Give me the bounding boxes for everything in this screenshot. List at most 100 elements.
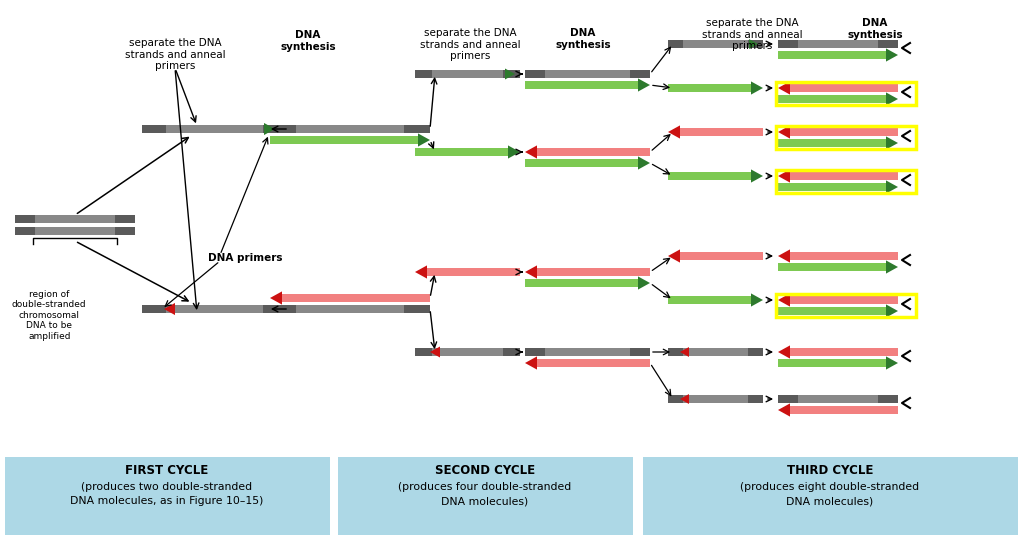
Bar bbox=[779, 95, 886, 103]
Bar bbox=[545, 70, 630, 78]
Bar bbox=[790, 128, 898, 136]
Bar bbox=[668, 296, 751, 304]
Bar bbox=[798, 395, 878, 403]
Bar bbox=[878, 395, 898, 403]
Bar bbox=[779, 395, 798, 403]
Polygon shape bbox=[418, 133, 430, 146]
Bar bbox=[525, 81, 638, 89]
Text: DNA
synthesis: DNA synthesis bbox=[555, 28, 611, 49]
Bar bbox=[404, 125, 430, 133]
Bar bbox=[643, 457, 1018, 535]
Polygon shape bbox=[779, 250, 790, 263]
Text: separate the DNA
strands and anneal
primers: separate the DNA strands and anneal prim… bbox=[125, 38, 225, 71]
Bar bbox=[415, 70, 432, 78]
Bar bbox=[15, 227, 35, 235]
Polygon shape bbox=[886, 305, 898, 317]
Polygon shape bbox=[415, 265, 427, 279]
Bar bbox=[270, 136, 418, 144]
Bar bbox=[668, 40, 683, 48]
Bar bbox=[790, 348, 898, 356]
Text: (produces eight double-stranded: (produces eight double-stranded bbox=[741, 482, 920, 492]
Bar bbox=[525, 279, 638, 287]
Bar bbox=[35, 215, 115, 223]
Polygon shape bbox=[638, 277, 650, 289]
Polygon shape bbox=[779, 125, 790, 139]
Text: separate the DNA
strands and anneal
primers: separate the DNA strands and anneal prim… bbox=[419, 28, 521, 61]
Polygon shape bbox=[751, 81, 763, 95]
Polygon shape bbox=[638, 157, 650, 169]
Text: THIRD CYCLE: THIRD CYCLE bbox=[787, 464, 874, 478]
Bar bbox=[432, 348, 503, 356]
Bar bbox=[798, 40, 878, 48]
Polygon shape bbox=[668, 250, 680, 263]
Bar bbox=[503, 70, 520, 78]
Polygon shape bbox=[680, 347, 690, 357]
Polygon shape bbox=[270, 292, 282, 305]
Bar bbox=[282, 294, 430, 302]
Bar bbox=[503, 348, 520, 356]
Bar bbox=[525, 348, 545, 356]
Polygon shape bbox=[886, 356, 898, 370]
Bar bbox=[668, 395, 683, 403]
Polygon shape bbox=[886, 260, 898, 274]
Bar bbox=[668, 172, 751, 180]
Bar bbox=[680, 128, 763, 136]
Polygon shape bbox=[886, 180, 898, 194]
Bar bbox=[630, 70, 650, 78]
Text: DNA molecules): DNA molecules) bbox=[787, 496, 874, 506]
Polygon shape bbox=[779, 404, 790, 416]
Polygon shape bbox=[886, 48, 898, 61]
Text: DNA
synthesis: DNA synthesis bbox=[280, 30, 336, 52]
Bar bbox=[525, 159, 638, 167]
Bar bbox=[790, 252, 898, 260]
Bar bbox=[776, 126, 916, 149]
Polygon shape bbox=[751, 293, 763, 307]
Polygon shape bbox=[164, 303, 175, 315]
Bar bbox=[35, 227, 115, 235]
Polygon shape bbox=[751, 169, 763, 182]
Polygon shape bbox=[779, 169, 790, 182]
Bar bbox=[776, 82, 916, 105]
Polygon shape bbox=[886, 137, 898, 150]
Bar bbox=[142, 125, 166, 133]
Polygon shape bbox=[886, 93, 898, 105]
Bar bbox=[779, 139, 886, 147]
Bar bbox=[296, 125, 404, 133]
Bar bbox=[296, 305, 404, 313]
Bar bbox=[537, 268, 650, 276]
Bar bbox=[779, 307, 886, 315]
Bar bbox=[115, 215, 135, 223]
Bar bbox=[790, 296, 898, 304]
Bar bbox=[668, 348, 683, 356]
Bar bbox=[878, 40, 898, 48]
Polygon shape bbox=[508, 145, 520, 159]
Polygon shape bbox=[779, 81, 790, 95]
Polygon shape bbox=[525, 356, 537, 370]
Bar bbox=[748, 40, 763, 48]
Polygon shape bbox=[525, 145, 537, 159]
Bar bbox=[790, 172, 898, 180]
Bar bbox=[779, 359, 886, 367]
Bar bbox=[525, 70, 545, 78]
Bar bbox=[142, 305, 166, 313]
Bar bbox=[776, 170, 916, 193]
Bar bbox=[779, 51, 886, 59]
Bar bbox=[537, 359, 650, 367]
Bar bbox=[683, 348, 748, 356]
Bar bbox=[683, 395, 748, 403]
Bar bbox=[776, 294, 916, 317]
Text: DNA primers: DNA primers bbox=[208, 253, 282, 263]
Text: DNA molecules, as in Figure 10–15): DNA molecules, as in Figure 10–15) bbox=[71, 496, 264, 506]
Text: SECOND CYCLE: SECOND CYCLE bbox=[435, 464, 535, 478]
Polygon shape bbox=[505, 68, 515, 80]
Bar bbox=[748, 348, 763, 356]
Bar bbox=[415, 348, 432, 356]
Bar bbox=[5, 457, 330, 535]
Bar bbox=[432, 70, 503, 78]
Text: region of
double-stranded
chromosomal
DNA to be
amplified: region of double-stranded chromosomal DN… bbox=[12, 290, 87, 341]
Text: DNA
synthesis: DNA synthesis bbox=[847, 18, 903, 40]
Bar bbox=[545, 348, 630, 356]
Bar bbox=[115, 227, 135, 235]
Bar bbox=[166, 125, 263, 133]
Bar bbox=[263, 125, 287, 133]
